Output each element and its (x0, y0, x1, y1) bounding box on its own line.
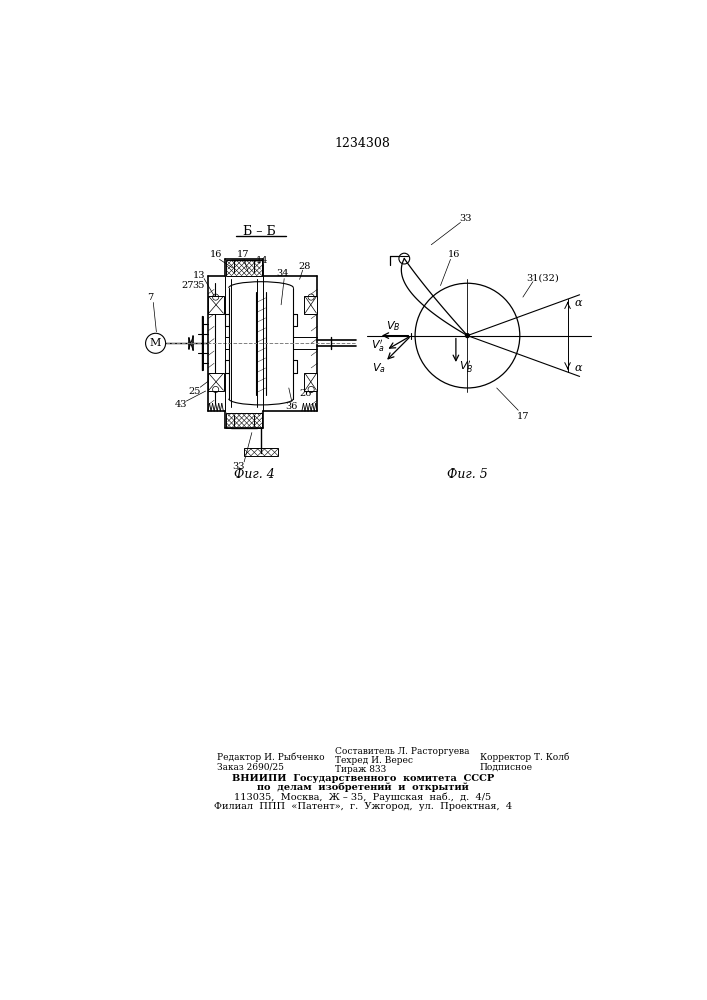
Text: 17: 17 (517, 412, 529, 421)
Text: 16: 16 (448, 250, 460, 259)
Text: 33: 33 (233, 462, 245, 471)
Text: по  делам  изобретений  и  открытий: по делам изобретений и открытий (257, 783, 469, 792)
Text: α: α (575, 363, 582, 373)
Text: Филиал  ППП  «Патент»,  г.  Ужгород,  ул.  Проектная,  4: Филиал ППП «Патент», г. Ужгород, ул. Про… (214, 802, 512, 811)
Text: Составитель Л. Расторгуева: Составитель Л. Расторгуева (335, 747, 469, 756)
Text: $V_B'$: $V_B'$ (460, 359, 474, 375)
Bar (304, 296, 317, 314)
Text: 7: 7 (147, 293, 153, 302)
Text: Техред И. Верес: Техред И. Верес (335, 756, 413, 765)
Text: Фиг. 5: Фиг. 5 (447, 468, 488, 481)
Text: 43: 43 (175, 400, 187, 409)
Text: 25: 25 (189, 387, 201, 396)
Text: ВНИИПИ  Государственного  комитета  СССР: ВНИИПИ Государственного комитета СССР (232, 774, 494, 783)
Text: М: М (150, 338, 161, 348)
Text: 36: 36 (286, 402, 298, 411)
Text: 13: 13 (193, 271, 206, 280)
Text: Корректор Т. Колб: Корректор Т. Колб (480, 753, 569, 762)
Bar (244, 448, 278, 456)
Text: Фиг. 4: Фиг. 4 (234, 468, 274, 481)
Text: $V_a$: $V_a$ (372, 361, 386, 375)
Text: Подписное: Подписное (480, 762, 533, 771)
Text: 28: 28 (298, 262, 310, 271)
Bar (226, 413, 262, 428)
Text: 27: 27 (182, 281, 194, 290)
Text: 31(32): 31(32) (527, 273, 559, 282)
Bar (208, 373, 224, 391)
Text: 34: 34 (276, 269, 289, 278)
Text: Редактор И. Рыбченко: Редактор И. Рыбченко (217, 753, 325, 762)
Text: 33: 33 (460, 214, 472, 223)
Text: 16: 16 (209, 250, 222, 259)
Bar (304, 373, 317, 391)
Text: 113035,  Москва,  Ж – 35,  Раушская  наб.,  д.  4/5: 113035, Москва, Ж – 35, Раушская наб., д… (234, 792, 491, 802)
Text: 17: 17 (236, 250, 249, 259)
Text: Б – Б: Б – Б (243, 225, 276, 238)
Bar (226, 260, 262, 276)
Text: Заказ 2690/25: Заказ 2690/25 (217, 762, 284, 771)
Circle shape (465, 334, 469, 338)
Bar (208, 296, 224, 314)
Text: Тираж 833: Тираж 833 (335, 765, 386, 774)
Text: $V_B$: $V_B$ (386, 319, 401, 333)
Text: α: α (575, 298, 582, 308)
Text: $V_a'$: $V_a'$ (371, 338, 385, 354)
Text: 14: 14 (256, 256, 268, 265)
Text: 1234308: 1234308 (335, 137, 391, 150)
Text: 35: 35 (192, 281, 204, 290)
Text: 26: 26 (300, 389, 312, 398)
